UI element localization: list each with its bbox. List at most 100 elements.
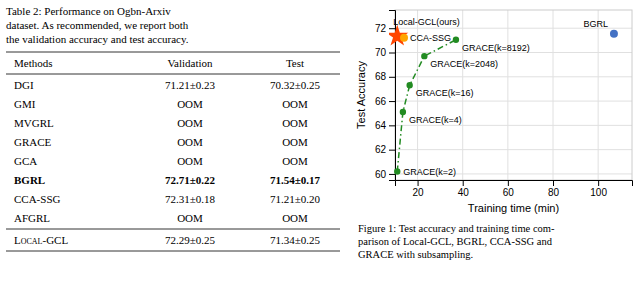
tick-mark xyxy=(389,101,395,102)
tick-label: 62 xyxy=(375,144,387,155)
y-axis-title: Test Accuracy xyxy=(355,61,367,129)
table-cell: CCA-SSG xyxy=(14,193,61,205)
table-cell: OOM xyxy=(282,155,308,167)
figure-caption: Figure 1: Test accuracy and training tim… xyxy=(358,223,555,260)
table-rule xyxy=(6,251,340,252)
table-cell: OOM xyxy=(177,98,203,110)
point-label: CCA-SSG xyxy=(410,33,451,43)
grid xyxy=(395,10,632,180)
table-cell: 70.32±0.25 xyxy=(270,79,321,91)
column-header: Validation xyxy=(167,57,213,69)
tick-mark xyxy=(389,125,395,126)
tick-mark xyxy=(389,174,395,175)
tick-label: 72 xyxy=(375,23,387,34)
point xyxy=(400,109,406,115)
point xyxy=(394,168,400,174)
x-axis-title: Training time (min) xyxy=(468,202,559,214)
table-cell: AFGRL xyxy=(14,212,50,224)
tick: 80 xyxy=(548,180,560,198)
tick: 100 xyxy=(590,180,607,198)
table-cell: OOM xyxy=(177,155,203,167)
table-cell: BGRL xyxy=(14,174,45,186)
tick: 64 xyxy=(375,120,395,131)
grid-line-y xyxy=(395,101,632,102)
table-rule xyxy=(6,52,340,53)
tick: 68 xyxy=(375,71,395,82)
point-label: GRACE(k=8192) xyxy=(462,43,530,53)
point-label: GRACE(k=2) xyxy=(403,167,456,177)
tick-mark xyxy=(598,180,599,186)
table-cell: 72.31±0.18 xyxy=(165,193,216,205)
tick-label: 40 xyxy=(458,187,470,198)
tick: 62 xyxy=(375,144,395,155)
point xyxy=(421,53,427,59)
figure: Table 2: Performance on Ogbn-Arxiv datase… xyxy=(0,0,640,295)
point-label: Local-GCL(ours) xyxy=(393,17,460,27)
table-cell: OOM xyxy=(177,212,203,224)
table-cell: OOM xyxy=(282,212,308,224)
table-cell: 72.29±0.25 xyxy=(165,234,216,246)
point-label: GRACE(k=2048) xyxy=(430,59,498,69)
table-cell: MVGRL xyxy=(14,117,54,129)
grid-line-y xyxy=(395,149,632,150)
point xyxy=(610,30,618,38)
tick: 66 xyxy=(375,96,395,107)
tick-mark xyxy=(389,28,395,29)
table-cell: 71.21±0.20 xyxy=(270,193,321,205)
marks xyxy=(389,25,618,175)
table-cell: GCA xyxy=(14,155,37,167)
tick-label: 80 xyxy=(548,187,560,198)
table-cell: 71.21±0.23 xyxy=(165,79,216,91)
axis-line xyxy=(396,181,633,187)
column-header: Methods xyxy=(14,57,53,69)
tick: 20 xyxy=(413,180,425,198)
table-cell: OOM xyxy=(282,117,308,129)
tick-mark xyxy=(389,77,395,78)
table-cell: DGI xyxy=(14,79,34,91)
tick-label: 70 xyxy=(375,47,387,58)
tick: 60 xyxy=(375,169,395,180)
point xyxy=(389,25,408,46)
table-cell: 71.34±0.25 xyxy=(270,234,321,246)
table-cell: 71.54±0.17 xyxy=(270,174,321,186)
table-caption: Table 2: Performance on Ogbn-Arxiv xyxy=(6,5,171,17)
table-caption: dataset. As recommended, we report both xyxy=(6,19,189,31)
point-label: GRACE(k=16) xyxy=(416,88,474,98)
tick-label: 66 xyxy=(375,96,387,107)
tick-mark xyxy=(463,180,464,186)
tick-label: 100 xyxy=(590,187,607,198)
table-cell: OOM xyxy=(177,117,203,129)
tick-label: 60 xyxy=(503,187,515,198)
point-label: BGRL xyxy=(583,19,608,29)
grid-line-x xyxy=(507,10,508,180)
column-header: Test xyxy=(286,57,304,69)
tick: 40 xyxy=(458,180,470,198)
grid-line-y xyxy=(395,125,632,126)
tick-mark xyxy=(418,180,419,186)
tick-label: 64 xyxy=(375,120,387,131)
table-cell: Local-GCL xyxy=(14,234,68,246)
tick-mark xyxy=(553,180,554,186)
grid-line-y xyxy=(395,76,632,77)
table-cell: GMI xyxy=(14,98,36,110)
table: Table 2: Performance on Ogbn-Arxiv datase… xyxy=(6,5,340,251)
plot: 20 40 60 80 100 60 62 64 66 68 70 72 Training time (… xyxy=(355,10,633,214)
point xyxy=(400,34,408,42)
tick: 60 xyxy=(503,180,515,198)
tick-label: 60 xyxy=(375,169,387,180)
point-labels: GRACE(k=2)GRACE(k=4)GRACE(k=16)GRACE(k=2… xyxy=(393,17,608,176)
table-cell: GRACE xyxy=(14,136,52,148)
table-rule xyxy=(6,229,340,230)
tick-label: 68 xyxy=(375,71,387,82)
tick-mark xyxy=(389,53,395,54)
table-cell: OOM xyxy=(177,136,203,148)
tick-label: 20 xyxy=(413,187,425,198)
tick-mark xyxy=(508,180,509,186)
grid-line-x xyxy=(598,10,599,180)
figure-caption-line: GRACE with subsampling. xyxy=(358,249,473,260)
tick: 70 xyxy=(375,47,395,58)
grid-line-x xyxy=(553,10,554,180)
table-cell: 72.71±0.22 xyxy=(165,174,216,186)
point xyxy=(453,37,459,43)
plot-frame xyxy=(395,10,632,180)
